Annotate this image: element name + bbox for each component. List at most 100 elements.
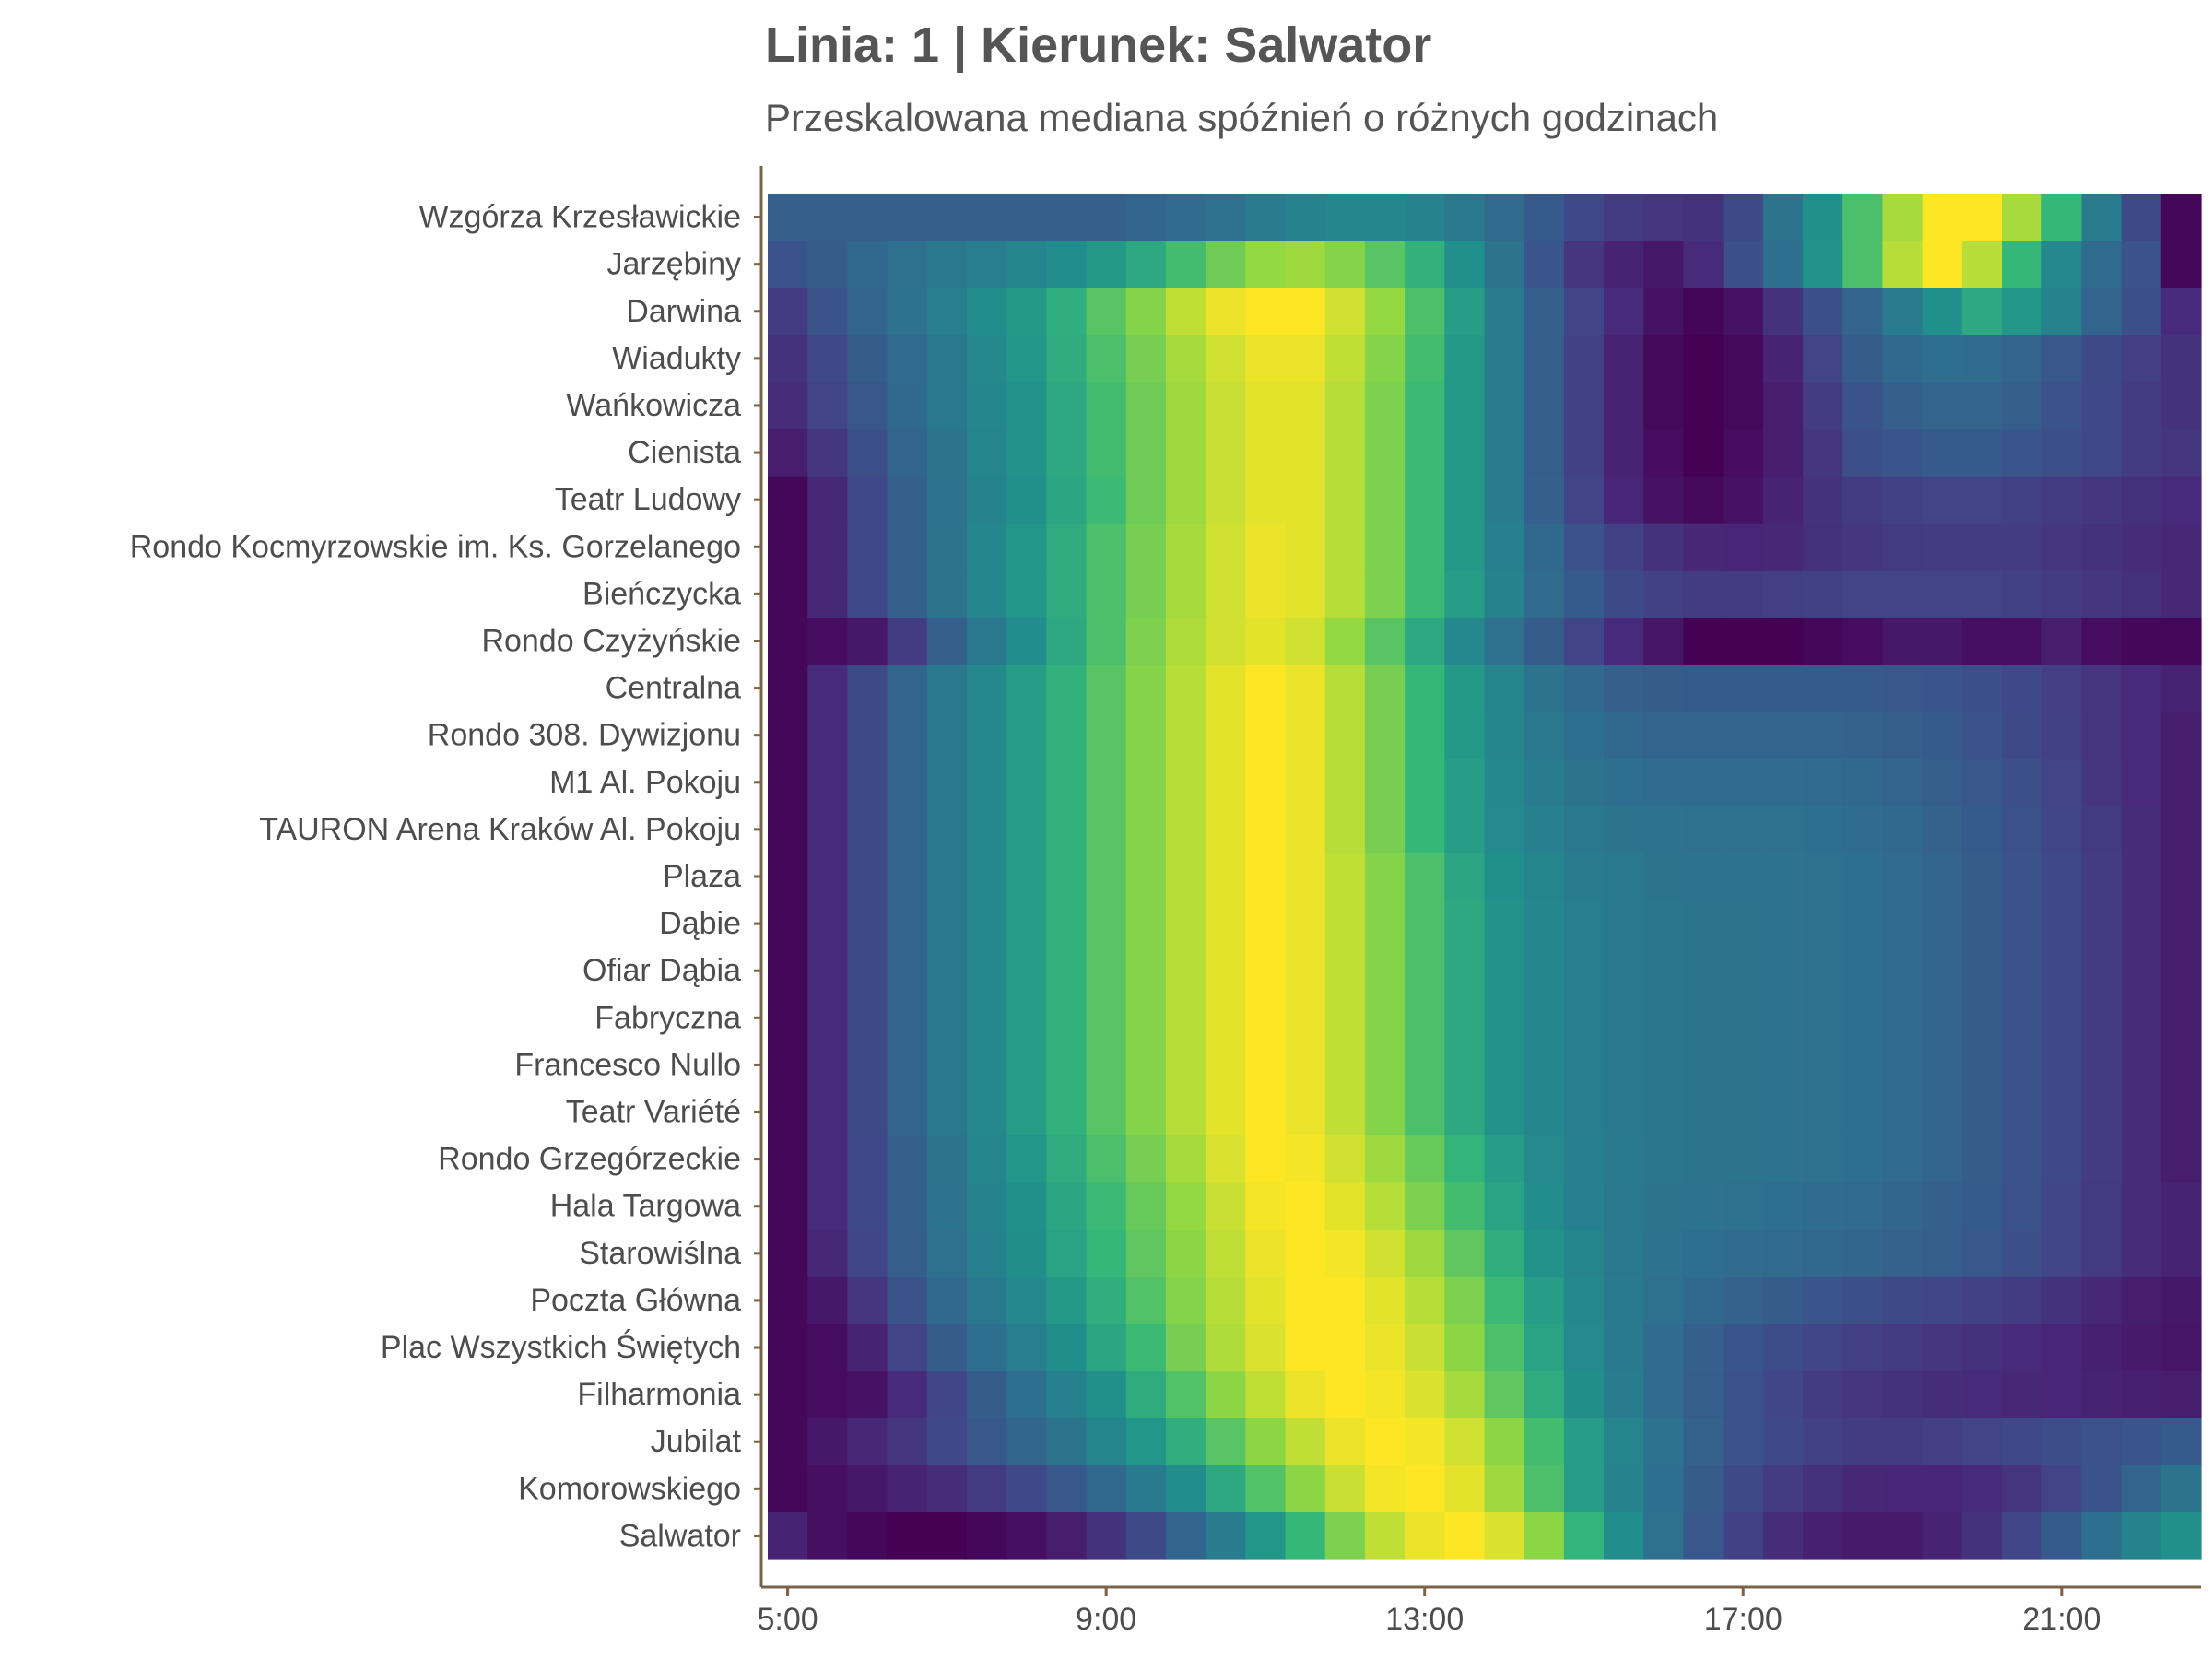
heatmap-cell [1803,1465,1843,1513]
heatmap-cell [2081,1371,2123,1419]
heatmap-cell [1484,994,1525,1042]
heatmap-cell [1922,1088,1963,1136]
heatmap-cell [2041,1182,2083,1230]
heatmap-cell [887,570,928,618]
heatmap-cell [1046,194,1088,241]
heatmap-cell [1364,900,1406,948]
heatmap-cell [966,759,1007,806]
heatmap-cell [1444,194,1486,241]
heatmap-cell [1206,570,1246,618]
heatmap-cell [2081,429,2123,477]
heatmap-cell [1245,900,1287,948]
heatmap-cell [1364,1230,1406,1277]
heatmap-cell [2041,1512,2083,1560]
heatmap-cell [1006,1088,1047,1136]
heatmap-cell [926,712,968,759]
heatmap-cell [2081,665,2123,712]
heatmap-cell [1364,712,1406,759]
heatmap-cell [966,288,1007,335]
heatmap-cell [1524,1418,1565,1466]
heatmap-cell [1206,994,1246,1042]
heatmap-cell [1006,900,1047,948]
heatmap-cell [1006,665,1047,712]
heatmap-cell [1563,241,1605,288]
heatmap-cell [1762,523,1804,571]
heatmap-cell [1882,1512,1924,1560]
heatmap-cell [1245,429,1287,477]
heatmap-cell [1165,194,1206,241]
heatmap-cell [2081,476,2123,524]
heatmap-cell [1444,1088,1486,1136]
heatmap-cell [1484,382,1525,430]
heatmap-cell [1444,665,1486,712]
x-tick-label: 13:00 [1385,1602,1464,1637]
heatmap-cell [1604,1135,1644,1183]
heatmap-cell [1803,806,1843,854]
heatmap-cell [807,806,848,854]
heatmap-cell [768,712,808,759]
heatmap-cell [1046,759,1088,806]
heatmap-cell [1245,288,1287,335]
heatmap-cell [1364,617,1406,665]
heatmap-cell [1563,853,1605,901]
heatmap-cell [1444,1371,1486,1419]
heatmap-cell [847,382,888,430]
heatmap-cell [1125,1182,1167,1230]
heatmap-cell [1165,476,1206,524]
heatmap-cell [1165,1465,1206,1513]
heatmap-cell [1006,806,1047,854]
heatmap-cell [1324,1182,1366,1230]
heatmap-cell [1285,1277,1326,1325]
heatmap-cell [966,665,1007,712]
heatmap-cell [2002,1135,2042,1183]
heatmap-cell [1165,335,1206,383]
heatmap-cell [1245,335,1287,383]
heatmap-cell [1643,665,1685,712]
heatmap-cell [966,1135,1007,1183]
heatmap-cell [768,1277,808,1325]
heatmap-cell [847,1182,888,1230]
heatmap-cell [847,665,888,712]
heatmap-cell [1842,947,1884,995]
heatmap-cell [1524,194,1565,241]
heatmap-cell [1563,194,1605,241]
heatmap-cell [2081,853,2123,901]
heatmap-cell [1086,1041,1127,1089]
heatmap-cell [1563,1465,1605,1513]
heatmap-cell [1324,241,1366,288]
heatmap-cell [2160,759,2202,806]
heatmap-cell [1324,1135,1366,1183]
heatmap-cell [1245,1512,1287,1560]
heatmap-cell [1086,1418,1127,1466]
heatmap-cell [1006,1230,1047,1277]
heatmap-cell [1405,947,1445,995]
heatmap-cell [1165,1371,1206,1419]
heatmap-cell [1285,1182,1326,1230]
heatmap-cell [887,476,928,524]
heatmap-cell [2081,1088,2123,1136]
heatmap-cell [2160,1371,2202,1419]
heatmap-cell [887,759,928,806]
heatmap-cell [926,759,968,806]
heatmap-cell [1842,476,1884,524]
heatmap-cell [1444,806,1486,854]
heatmap-cell [1245,570,1287,618]
heatmap-cell [1961,288,2003,335]
heatmap-cell [1086,429,1127,477]
heatmap-cell [1125,759,1167,806]
heatmap-cell [966,806,1007,854]
heatmap-cell [1206,429,1246,477]
heatmap-cell [1604,570,1644,618]
heatmap-cell [1405,570,1445,618]
heatmap-cell [1762,570,1804,618]
heatmap-cell [2002,476,2042,524]
heatmap-cell [2121,1512,2162,1560]
heatmap-cell [1484,1041,1525,1089]
y-axis: Wzgórza Krzesławickie Jarzębiny Darwina Wia… [130,166,763,1587]
heatmap-cell [1125,1230,1167,1277]
heatmap-cell [1922,241,1963,288]
heatmap-cell [807,665,848,712]
heatmap-cell [2002,1182,2042,1230]
heatmap-cell [966,994,1007,1042]
heatmap-cell [1006,617,1047,665]
